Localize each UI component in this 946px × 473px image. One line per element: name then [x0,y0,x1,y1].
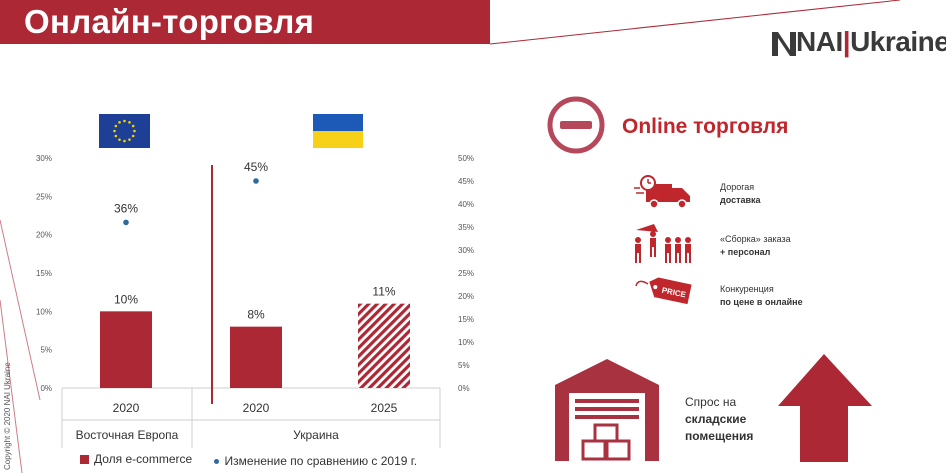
eu-star [133,129,136,133]
ukraine-flag-icon [313,114,363,148]
legend-item-change: Изменение по сравнению с 2019 г. [213,454,418,468]
eu-star [118,121,121,124]
y-right-tick-label: 10% [458,338,474,347]
bar [358,303,410,388]
eu-star [131,124,135,128]
y-right-tick-label: 35% [458,223,474,232]
legend-swatch-bar [80,454,89,464]
y-right-tick-label: 45% [458,177,474,186]
bar-value-label: 10% [114,292,138,306]
y-left-tick-label: 15% [36,269,52,278]
minus-circle-icon [547,96,605,154]
change-point [123,219,129,226]
y-right-tick-label: 30% [458,246,474,255]
change-point-label: 36% [114,201,138,215]
eu-star [113,129,116,133]
eu-star [114,124,118,128]
y-right-tick-label: 20% [458,292,474,301]
change-point-label: 45% [244,160,268,174]
eu-star [128,138,131,141]
legend-label-share: Доля e-commerce [94,452,193,466]
y-left-tick-label: 25% [36,192,52,201]
y-left-tick-label: 20% [36,231,52,240]
legend-label-change: Изменение по сравнению с 2019 г. [224,454,418,468]
staff-icon [635,224,691,263]
eu-star [131,134,135,138]
bar-value-label: 8% [247,308,265,322]
eu-star [114,134,118,138]
delivery-truck-icon [634,175,690,209]
y-right-tick-label: 25% [458,269,474,278]
y-right-tick-label: 40% [458,200,474,209]
demand-warehouse-text: Спрос на складские помещения [685,395,754,443]
y-left-tick-label: 30% [36,154,52,163]
y-right-tick-label: 50% [458,154,474,163]
y-right-tick-label: 5% [458,361,470,370]
eu-flag-icon [99,114,150,148]
bar [230,326,282,388]
x-tick-label: 2020 [243,401,270,415]
chart-legend: Доля e-commerce Изменение по сравнению с… [80,452,435,468]
y-left-tick-label: 0% [40,384,52,393]
y-left-tick-label: 5% [40,346,52,355]
y-right-tick-label: 15% [458,315,474,324]
eu-star [128,121,131,124]
feature-price: Конкуренция по цене в онлайне [720,284,803,307]
x-group-label: Восточная Европа [76,428,179,442]
bar [100,311,152,388]
price-tag-icon: PRICE [635,277,692,305]
online-trade-title: Online торговля [622,115,789,138]
feature-staff: «Сборка» заказа + персонал [720,234,791,257]
x-tick-label: 2025 [371,401,398,415]
up-arrow-icon [778,354,872,462]
header-bar [0,0,490,44]
x-tick-label: 2020 [113,401,140,415]
y-left-tick-label: 10% [36,307,52,316]
warehouse-icon [555,359,659,461]
legend-item-share: Доля e-commerce [80,452,192,466]
page-title: Онлайн-торговля [24,3,315,40]
logo-text: NAI|Ukraine [796,26,946,57]
x-group-label: Украина [293,428,339,442]
legend-swatch-dot [213,458,219,464]
logo-mark-icon [772,32,796,56]
y-right-tick-label: 0% [458,384,470,393]
eu-star [123,139,126,143]
change-point [253,178,259,184]
bar-value-label: 11% [372,285,395,299]
feature-delivery: Дорогая доставка [720,182,761,205]
eu-star [118,138,121,141]
eu-star [123,119,126,123]
